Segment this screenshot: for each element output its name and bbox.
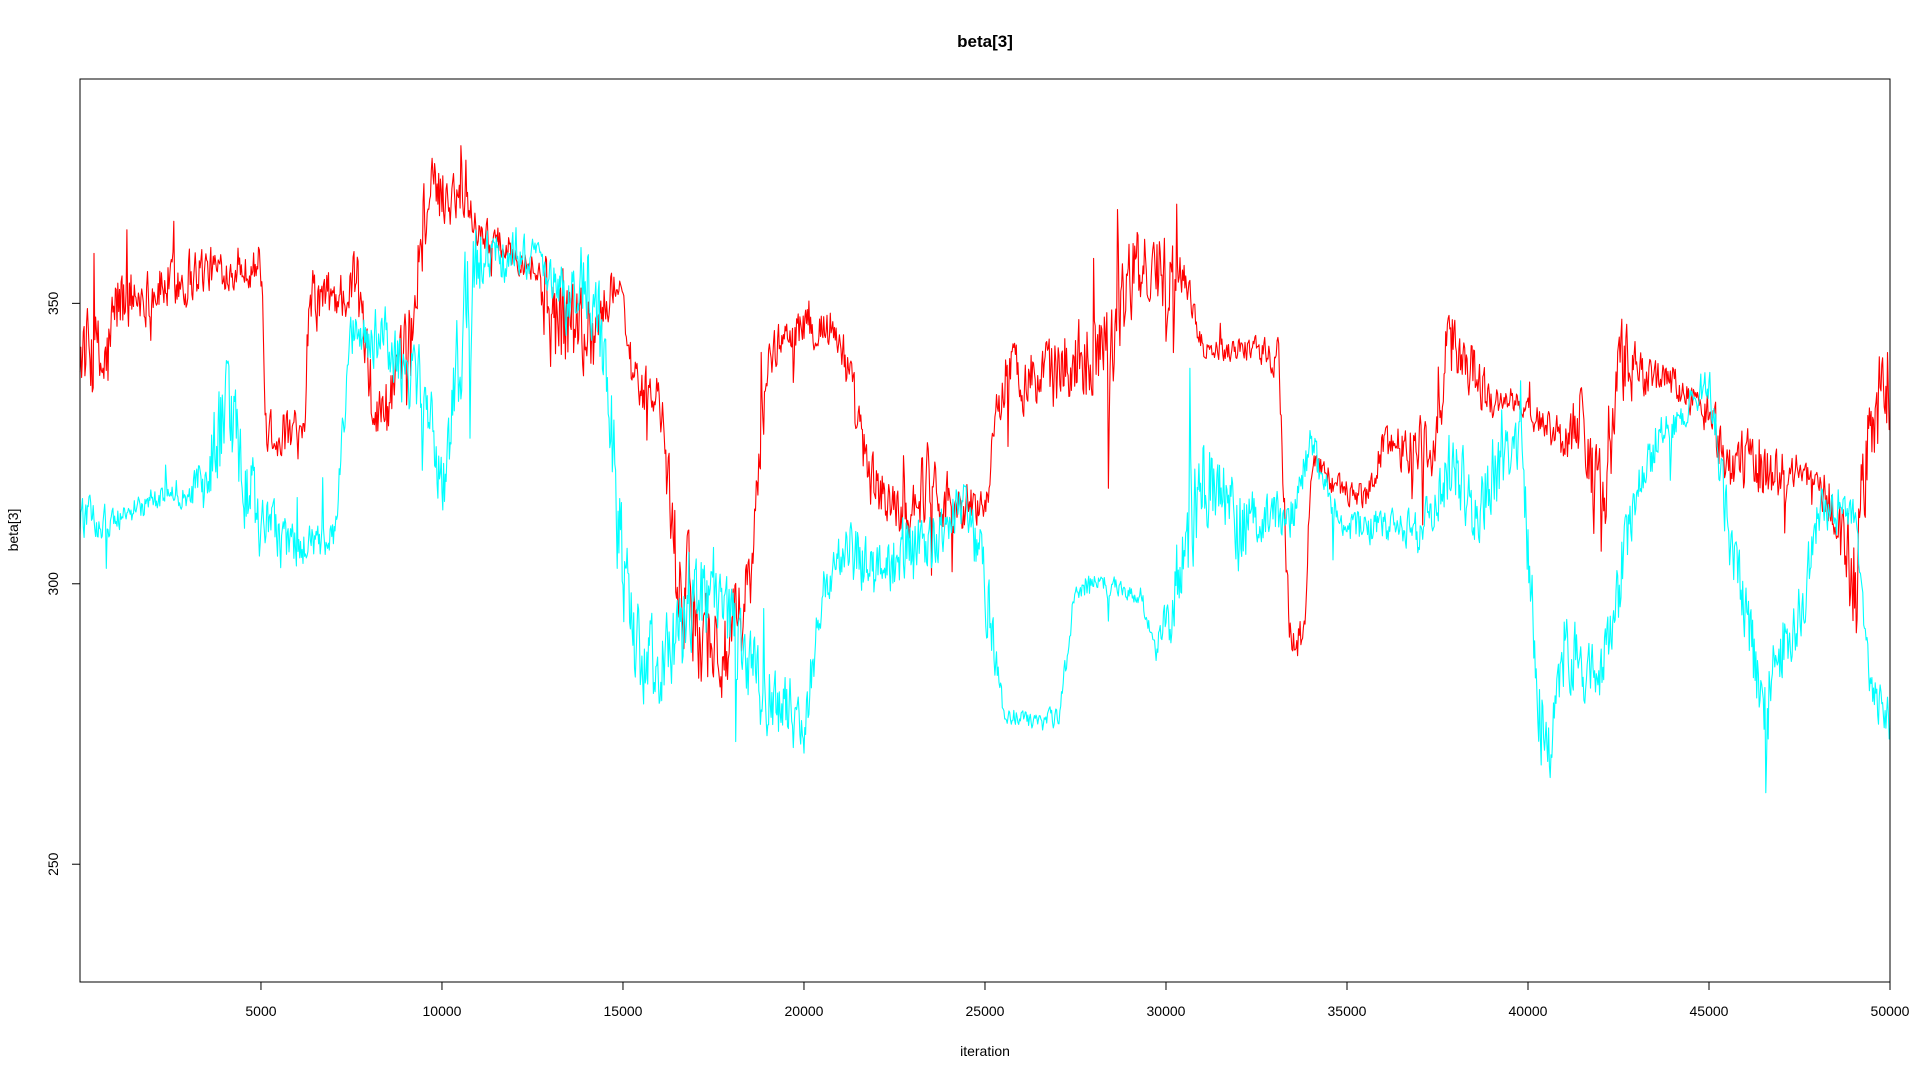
y-axis-label: beta[3]: [5, 509, 21, 552]
chart-title: beta[3]: [957, 32, 1013, 51]
series-trace-2: [79, 227, 1891, 794]
x-tick-label: 15000: [604, 1003, 643, 1019]
x-axis-label: iteration: [960, 1043, 1010, 1059]
x-tick-label: 45000: [1690, 1003, 1729, 1019]
series-layer: [79, 145, 1891, 794]
y-tick-label: 300: [45, 572, 61, 596]
x-tick-label: 30000: [1147, 1003, 1186, 1019]
x-tick-label: 5000: [245, 1003, 276, 1019]
x-axis: 5000 10000 15000 20000 25000 30000 35000 40000 4…: [245, 982, 1910, 1019]
x-tick-label: 35000: [1328, 1003, 1367, 1019]
x-tick-label: 25000: [966, 1003, 1005, 1019]
y-tick-label: 250: [45, 852, 61, 876]
x-tick-label: 20000: [785, 1003, 824, 1019]
x-tick-label: 50000: [1871, 1003, 1910, 1019]
y-tick-label: 350: [45, 291, 61, 315]
series-trace-1: [79, 145, 1891, 699]
x-tick-label: 10000: [423, 1003, 462, 1019]
y-axis: 250 300 350: [45, 291, 80, 876]
x-tick-label: 40000: [1509, 1003, 1548, 1019]
